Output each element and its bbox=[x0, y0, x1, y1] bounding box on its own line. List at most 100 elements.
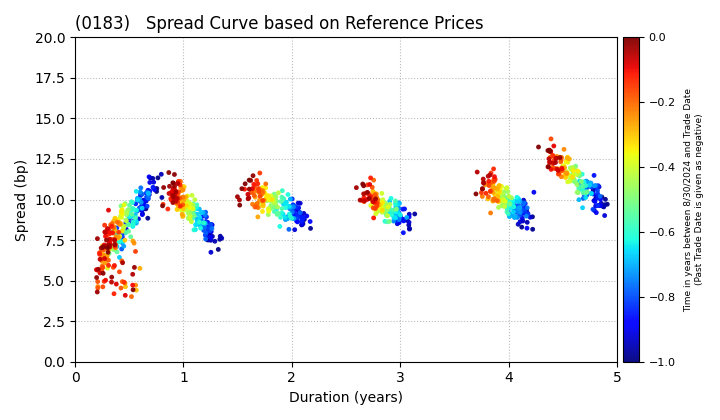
Point bbox=[168, 171, 180, 178]
Point bbox=[143, 187, 154, 194]
Point bbox=[576, 185, 588, 192]
Point bbox=[494, 189, 505, 196]
Point bbox=[377, 207, 388, 213]
Point bbox=[545, 136, 557, 142]
Point bbox=[487, 198, 498, 205]
Point bbox=[199, 232, 211, 239]
Point bbox=[104, 241, 115, 248]
Point bbox=[379, 203, 391, 210]
Point bbox=[287, 205, 299, 211]
Point bbox=[257, 200, 269, 207]
Point bbox=[305, 218, 316, 225]
Point bbox=[248, 181, 259, 188]
Point bbox=[140, 190, 152, 197]
Point bbox=[393, 200, 405, 206]
Point bbox=[277, 211, 289, 218]
Point bbox=[114, 268, 125, 275]
Point bbox=[502, 196, 513, 203]
Point bbox=[99, 228, 111, 235]
Point bbox=[173, 178, 184, 185]
Point bbox=[588, 207, 600, 214]
Point bbox=[93, 266, 104, 273]
Point bbox=[487, 187, 498, 194]
Point bbox=[113, 229, 125, 236]
Point bbox=[567, 176, 578, 182]
Point bbox=[513, 198, 524, 205]
Point bbox=[174, 195, 186, 202]
Point bbox=[189, 226, 201, 233]
Point bbox=[504, 212, 516, 219]
Point bbox=[580, 178, 592, 184]
Point bbox=[390, 197, 401, 204]
Point bbox=[191, 204, 202, 210]
Point bbox=[365, 194, 377, 201]
Point bbox=[232, 193, 243, 200]
Point bbox=[245, 177, 256, 184]
Point bbox=[253, 188, 264, 195]
Point bbox=[108, 290, 120, 297]
Point bbox=[163, 183, 175, 190]
Point bbox=[493, 196, 505, 203]
Point bbox=[184, 209, 196, 215]
Point bbox=[127, 282, 138, 289]
Point bbox=[387, 207, 399, 213]
Point bbox=[243, 177, 255, 184]
Point bbox=[398, 217, 410, 224]
Point bbox=[248, 192, 260, 199]
Point bbox=[551, 153, 562, 160]
Point bbox=[292, 200, 304, 207]
Text: (0183)   Spread Curve based on Reference Prices: (0183) Spread Curve based on Reference P… bbox=[75, 15, 484, 33]
Point bbox=[487, 181, 499, 188]
Point bbox=[197, 221, 208, 228]
Point bbox=[175, 178, 186, 185]
Point bbox=[569, 165, 580, 171]
Point bbox=[600, 196, 611, 203]
Point bbox=[510, 209, 521, 215]
Point bbox=[247, 185, 258, 192]
Point bbox=[543, 155, 554, 162]
Point bbox=[256, 197, 268, 204]
Point bbox=[168, 180, 179, 186]
Point bbox=[488, 176, 500, 183]
Point bbox=[170, 198, 181, 205]
Point bbox=[116, 232, 127, 239]
Point bbox=[251, 177, 262, 184]
Point bbox=[590, 196, 601, 202]
Point bbox=[96, 267, 107, 273]
Point bbox=[142, 215, 153, 222]
Point bbox=[275, 198, 287, 205]
Point bbox=[297, 220, 309, 227]
Point bbox=[280, 204, 292, 211]
Point bbox=[271, 205, 282, 212]
Point bbox=[204, 227, 215, 234]
Point bbox=[187, 206, 199, 213]
Point bbox=[292, 211, 303, 218]
Point bbox=[382, 204, 394, 210]
Point bbox=[122, 207, 134, 213]
Point bbox=[520, 210, 531, 217]
Point bbox=[499, 201, 510, 207]
Point bbox=[111, 243, 122, 250]
Point bbox=[264, 196, 275, 203]
Point bbox=[579, 178, 590, 185]
Point bbox=[292, 205, 304, 211]
Point bbox=[555, 157, 567, 163]
Point bbox=[202, 236, 213, 243]
Point bbox=[180, 194, 192, 200]
Point bbox=[293, 205, 305, 211]
Point bbox=[377, 199, 388, 206]
Point bbox=[585, 190, 597, 197]
Point bbox=[570, 179, 582, 186]
Point bbox=[205, 228, 217, 235]
Point bbox=[124, 202, 135, 209]
Point bbox=[580, 182, 592, 189]
Point bbox=[104, 236, 116, 243]
Point bbox=[514, 205, 526, 212]
Point bbox=[388, 210, 400, 216]
Point bbox=[124, 219, 135, 226]
Point bbox=[581, 180, 593, 186]
Point bbox=[379, 200, 391, 207]
Point bbox=[99, 243, 111, 250]
Point bbox=[477, 176, 489, 182]
Point bbox=[168, 183, 180, 190]
